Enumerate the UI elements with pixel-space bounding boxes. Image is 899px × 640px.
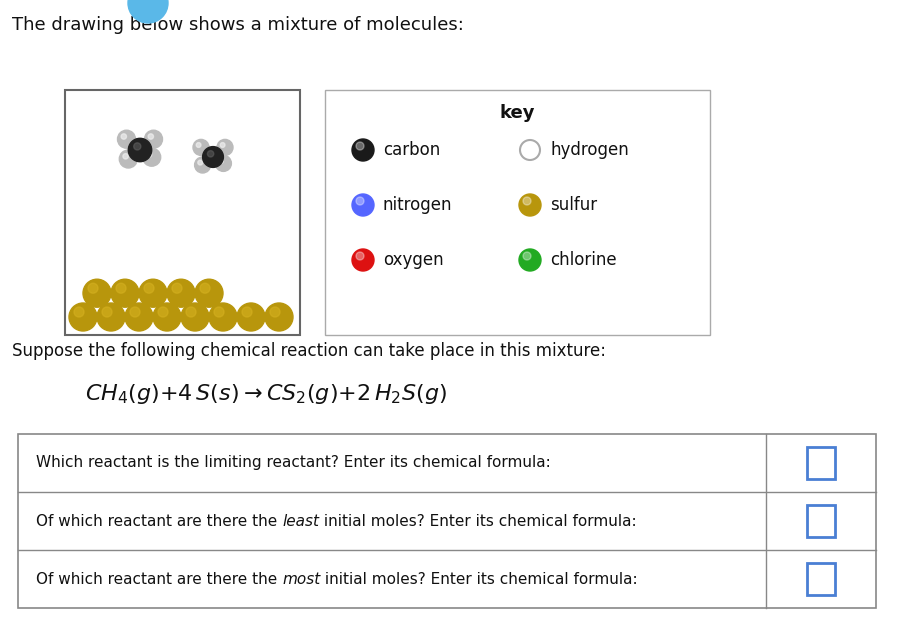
Circle shape [88, 283, 98, 293]
Circle shape [111, 279, 139, 307]
Text: hydrogen: hydrogen [550, 141, 628, 159]
Circle shape [217, 140, 233, 156]
Circle shape [220, 143, 225, 147]
Circle shape [147, 152, 152, 157]
Circle shape [102, 307, 112, 317]
Circle shape [196, 143, 201, 147]
Circle shape [121, 134, 127, 139]
Circle shape [523, 197, 531, 205]
Text: nitrogen: nitrogen [383, 196, 452, 214]
Circle shape [148, 134, 154, 139]
Circle shape [128, 0, 168, 23]
Text: oxygen: oxygen [383, 251, 443, 269]
Circle shape [134, 143, 141, 150]
Circle shape [123, 154, 129, 159]
Text: initial moles? Enter its chemical formula:: initial moles? Enter its chemical formul… [320, 572, 638, 586]
FancyBboxPatch shape [807, 447, 835, 479]
Circle shape [356, 197, 364, 205]
Circle shape [214, 307, 224, 317]
Circle shape [143, 148, 161, 166]
Circle shape [520, 140, 540, 160]
Circle shape [519, 194, 541, 216]
Circle shape [139, 279, 167, 307]
Circle shape [158, 307, 168, 317]
Text: Which reactant is the limiting reactant? Enter its chemical formula:: Which reactant is the limiting reactant?… [36, 456, 551, 470]
Circle shape [194, 157, 210, 173]
Text: initial moles? Enter its chemical formula:: initial moles? Enter its chemical formul… [319, 513, 636, 529]
Circle shape [118, 130, 136, 148]
Circle shape [209, 303, 237, 331]
Circle shape [202, 147, 223, 168]
Text: key: key [500, 104, 535, 122]
Circle shape [129, 138, 152, 162]
Circle shape [83, 279, 111, 307]
Circle shape [167, 279, 195, 307]
Circle shape [74, 307, 84, 317]
FancyBboxPatch shape [65, 90, 300, 335]
Circle shape [186, 307, 196, 317]
Circle shape [116, 283, 126, 293]
Text: sulfur: sulfur [550, 196, 597, 214]
Circle shape [172, 283, 182, 293]
Circle shape [145, 130, 163, 148]
FancyBboxPatch shape [807, 563, 835, 595]
Circle shape [356, 252, 364, 260]
Text: Of which reactant are there the: Of which reactant are there the [36, 572, 282, 586]
Circle shape [193, 140, 209, 156]
FancyBboxPatch shape [18, 434, 876, 608]
Circle shape [97, 303, 125, 331]
Circle shape [356, 142, 364, 150]
Circle shape [200, 283, 210, 293]
Circle shape [237, 303, 265, 331]
Circle shape [144, 283, 154, 293]
Circle shape [242, 307, 252, 317]
Circle shape [195, 279, 223, 307]
Text: most: most [282, 572, 320, 586]
Text: Of which reactant are there the: Of which reactant are there the [36, 513, 282, 529]
Circle shape [153, 303, 181, 331]
Circle shape [125, 303, 153, 331]
Circle shape [265, 303, 293, 331]
Text: carbon: carbon [383, 141, 441, 159]
Text: $\mathit{CH_4(g){+}4\,S(s){\rightarrow}CS_2(g){+}2\,H_2S(g)}$: $\mathit{CH_4(g){+}4\,S(s){\rightarrow}C… [85, 382, 447, 406]
Circle shape [270, 307, 280, 317]
Circle shape [352, 249, 374, 271]
Circle shape [181, 303, 209, 331]
Text: chlorine: chlorine [550, 251, 617, 269]
Text: least: least [282, 513, 319, 529]
Circle shape [208, 150, 214, 157]
FancyBboxPatch shape [325, 90, 710, 335]
Circle shape [519, 249, 541, 271]
Circle shape [216, 156, 231, 172]
Circle shape [120, 150, 138, 168]
Circle shape [352, 194, 374, 216]
FancyBboxPatch shape [807, 505, 835, 537]
Circle shape [523, 252, 531, 260]
Text: Suppose the following chemical reaction can take place in this mixture:: Suppose the following chemical reaction … [12, 342, 606, 360]
Circle shape [352, 139, 374, 161]
Circle shape [218, 159, 223, 163]
Circle shape [198, 160, 202, 165]
Text: The drawing below shows a mixture of molecules:: The drawing below shows a mixture of mol… [12, 16, 464, 34]
Circle shape [69, 303, 97, 331]
Circle shape [130, 307, 140, 317]
